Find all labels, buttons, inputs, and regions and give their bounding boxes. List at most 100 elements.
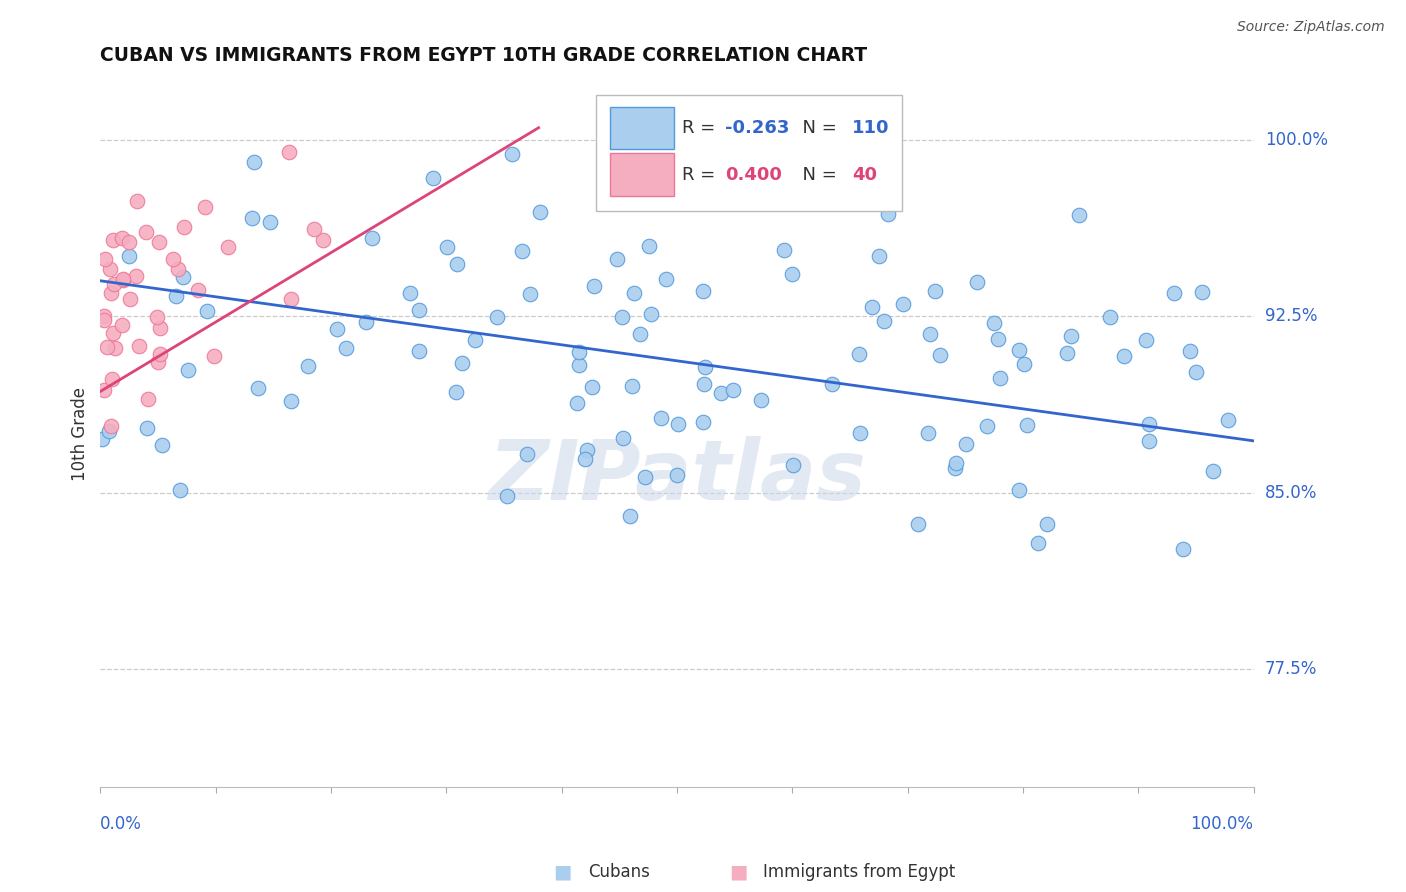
- Point: [422, 171, 444, 186]
- Point: [1060, 329, 1083, 343]
- Point: [519, 286, 541, 301]
- Point: [623, 286, 645, 301]
- Point: [167, 261, 190, 276]
- Point: [780, 267, 803, 281]
- Point: [194, 200, 217, 214]
- Point: [693, 360, 716, 375]
- Point: [436, 239, 458, 253]
- Point: [97, 424, 120, 438]
- Point: [136, 392, 159, 407]
- Text: ■: ■: [728, 863, 748, 882]
- Point: [1173, 542, 1195, 557]
- Point: [135, 225, 157, 239]
- Point: [302, 222, 325, 236]
- Point: [988, 370, 1011, 384]
- Point: [128, 339, 150, 353]
- Text: 100.0%: 100.0%: [1265, 130, 1327, 149]
- Point: [891, 297, 914, 311]
- Point: [620, 379, 643, 393]
- Point: [710, 385, 733, 400]
- Text: ■: ■: [553, 863, 572, 882]
- Point: [93, 313, 115, 327]
- Point: [568, 345, 591, 359]
- Point: [640, 307, 662, 321]
- Point: [93, 309, 115, 323]
- Point: [782, 458, 804, 472]
- Point: [354, 315, 377, 329]
- Point: [112, 273, 135, 287]
- Point: [247, 381, 270, 395]
- Point: [120, 292, 142, 306]
- Text: -0.263: -0.263: [725, 119, 790, 137]
- Point: [966, 275, 988, 289]
- Point: [529, 205, 551, 219]
- Point: [1202, 463, 1225, 477]
- Point: [924, 285, 946, 299]
- FancyBboxPatch shape: [610, 153, 673, 195]
- Point: [446, 257, 468, 271]
- Point: [148, 355, 170, 369]
- Point: [1012, 357, 1035, 371]
- Text: N =: N =: [792, 119, 842, 137]
- Point: [148, 235, 170, 249]
- Point: [574, 451, 596, 466]
- Text: ZIPatlas: ZIPatlas: [488, 435, 866, 516]
- Point: [848, 347, 870, 361]
- Point: [918, 327, 941, 342]
- Point: [1026, 536, 1049, 550]
- Point: [96, 340, 118, 354]
- Point: [868, 249, 890, 263]
- Point: [1008, 343, 1031, 357]
- Point: [195, 303, 218, 318]
- Text: 110: 110: [852, 119, 890, 137]
- Point: [860, 300, 883, 314]
- Point: [101, 326, 124, 341]
- Point: [118, 249, 141, 263]
- Point: [93, 383, 115, 397]
- Text: Cubans: Cubans: [588, 863, 650, 881]
- Point: [297, 359, 319, 374]
- Text: Source: ZipAtlas.com: Source: ZipAtlas.com: [1237, 20, 1385, 34]
- Point: [111, 231, 134, 245]
- Point: [1067, 208, 1090, 222]
- Point: [243, 155, 266, 169]
- Point: [1112, 349, 1135, 363]
- Point: [408, 343, 430, 358]
- Text: Immigrants from Egypt: Immigrants from Egypt: [763, 863, 956, 881]
- Point: [692, 285, 714, 299]
- Point: [162, 252, 184, 266]
- Point: [360, 231, 382, 245]
- Point: [917, 425, 939, 440]
- Point: [91, 432, 114, 446]
- Point: [177, 362, 200, 376]
- Point: [1017, 417, 1039, 432]
- Point: [451, 356, 474, 370]
- Point: [280, 394, 302, 409]
- Point: [485, 310, 508, 325]
- Point: [582, 278, 605, 293]
- Point: [202, 349, 225, 363]
- Text: 77.5%: 77.5%: [1265, 660, 1317, 678]
- Point: [149, 320, 172, 334]
- Point: [907, 516, 929, 531]
- Point: [463, 334, 485, 348]
- Point: [118, 235, 141, 249]
- Point: [103, 234, 125, 248]
- Point: [112, 272, 135, 286]
- Point: [1137, 417, 1160, 432]
- Point: [496, 489, 519, 503]
- Point: [606, 252, 628, 266]
- Point: [217, 240, 239, 254]
- Point: [111, 318, 134, 333]
- Y-axis label: 10th Grade: 10th Grade: [72, 387, 89, 481]
- Point: [772, 243, 794, 257]
- Text: 85.0%: 85.0%: [1265, 483, 1317, 501]
- Point: [240, 211, 263, 225]
- Point: [98, 262, 121, 277]
- Point: [446, 385, 468, 400]
- Point: [173, 219, 195, 234]
- Point: [259, 215, 281, 229]
- Point: [1135, 333, 1157, 347]
- FancyBboxPatch shape: [596, 95, 901, 211]
- Point: [501, 147, 523, 161]
